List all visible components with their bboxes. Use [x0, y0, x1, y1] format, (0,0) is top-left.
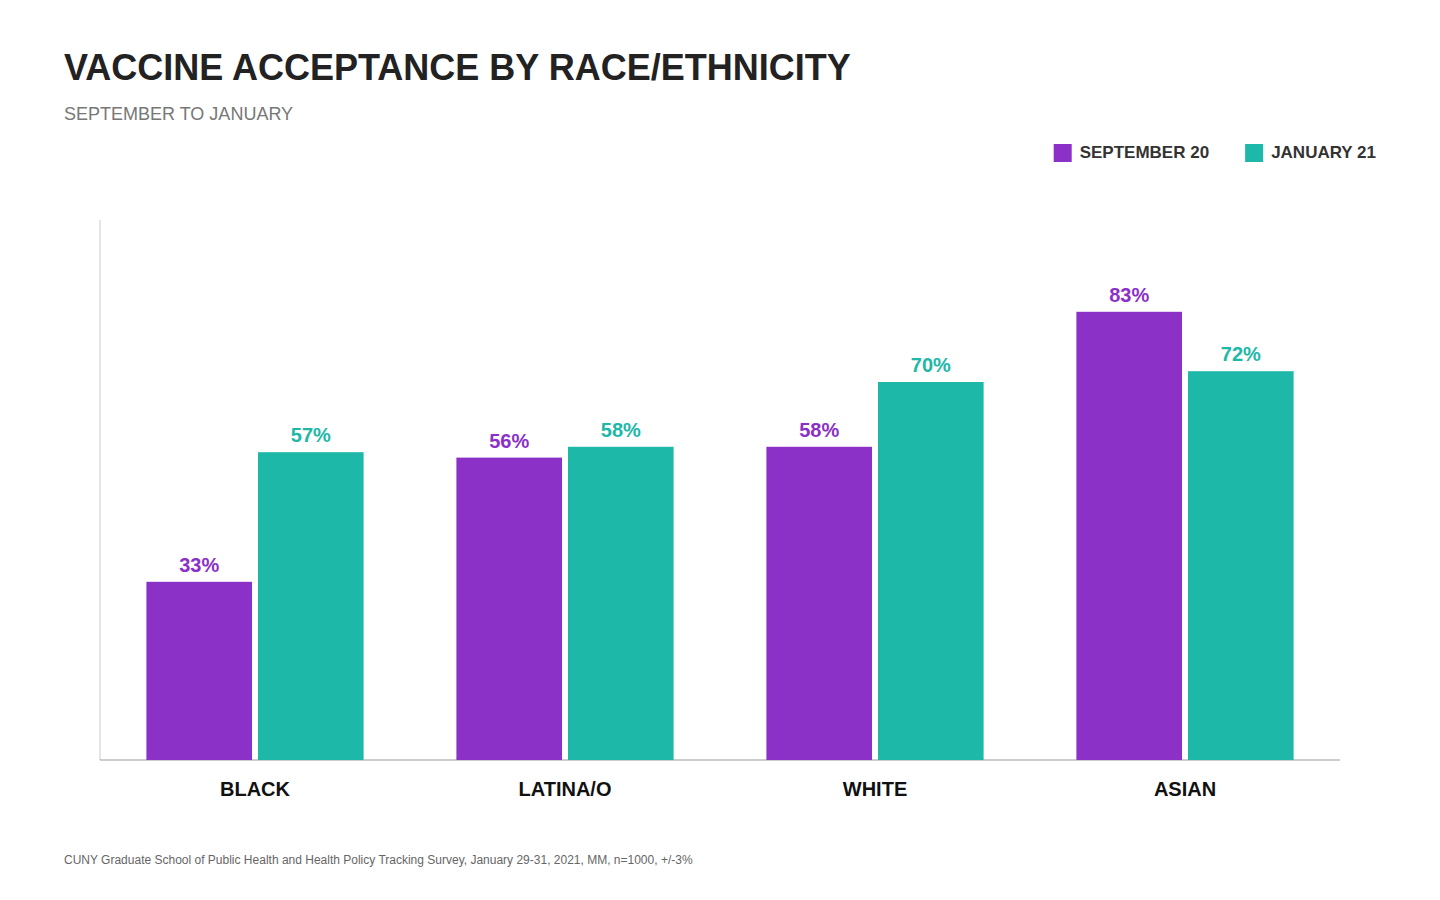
x-tick-label: WHITE: [843, 778, 907, 800]
bar: [878, 382, 984, 760]
data-label: 58%: [799, 419, 839, 441]
data-label: 57%: [291, 424, 331, 446]
legend-label: SEPTEMBER 20: [1080, 143, 1209, 162]
chart-container: VACCINE ACCEPTANCE BY RACE/ETHNICITY SEPT…: [0, 0, 1440, 900]
x-tick-label: LATINA/O: [519, 778, 612, 800]
data-label: 70%: [911, 354, 951, 376]
bar: [568, 447, 674, 760]
chart: VACCINE ACCEPTANCE BY RACE/ETHNICITY SEPT…: [0, 0, 1440, 900]
bars: [146, 312, 1293, 760]
data-labels: 33% 56% 58% 83% 57% 58% 70% 72%: [179, 284, 1261, 576]
title: VACCINE ACCEPTANCE BY RACE/ETHNICITY: [64, 47, 851, 88]
legend-swatch: [1054, 144, 1072, 162]
data-label: 58%: [601, 419, 641, 441]
bar: [146, 582, 252, 760]
bar: [1076, 312, 1182, 760]
y-axis-line: [100, 220, 101, 760]
data-label: 83%: [1109, 284, 1149, 306]
data-label: 56%: [489, 430, 529, 452]
data-label: 72%: [1221, 343, 1261, 365]
bar: [456, 458, 562, 760]
bar: [258, 452, 364, 760]
legend-swatch: [1245, 144, 1263, 162]
background: [0, 0, 1440, 900]
bar: [1188, 371, 1294, 760]
x-tick-label: BLACK: [220, 778, 291, 800]
legend: JANUARY 21 SEPTEMBER 20: [1054, 143, 1376, 162]
bar: [766, 447, 872, 760]
x-tick-label: ASIAN: [1154, 778, 1216, 800]
x-tick-labels: BLACK LATINA/O WHITE ASIAN: [220, 778, 1216, 800]
legend-label: JANUARY 21: [1271, 143, 1376, 162]
subtitle: SEPTEMBER TO JANUARY: [64, 104, 293, 124]
footnote: CUNY Graduate School of Public Health an…: [64, 853, 693, 867]
data-label: 33%: [179, 554, 219, 576]
